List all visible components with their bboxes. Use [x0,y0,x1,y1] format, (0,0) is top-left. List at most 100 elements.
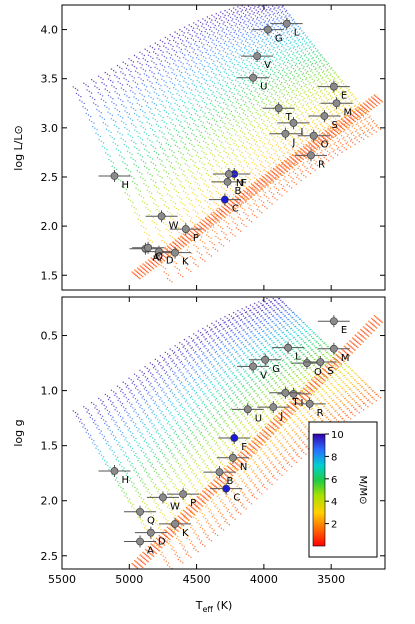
track-dot [242,202,245,204]
track-dot [272,80,274,83]
track-dot [166,61,169,64]
track-dot [225,44,228,46]
track-dot [144,231,146,233]
track-dot [155,261,158,264]
track-dot [124,127,126,129]
track-dot [269,143,272,146]
track-dot [181,137,183,139]
track-dot [321,83,323,85]
track-dot [177,108,180,110]
track-dot [295,58,297,60]
track-dot [160,74,162,76]
track-dot [319,65,321,68]
track-dot [193,97,195,100]
track-dot [177,535,179,538]
track-dot [223,188,225,190]
track-dot [232,489,234,491]
track-dot [299,447,301,450]
track-dot [301,58,304,60]
track-dot [208,511,210,513]
track-dot [169,279,171,281]
track-dot [181,42,183,45]
star-point-m: M [320,97,353,118]
track-dot [239,161,241,163]
track-dot [182,111,184,114]
track-dot [266,465,268,467]
track-dot [306,445,308,447]
track-dot [241,9,243,11]
track-dot [276,51,279,54]
track-dot [185,92,188,95]
track-dot [312,52,314,54]
track-dot [197,71,200,73]
track-dot [184,163,186,165]
track-dot [225,61,228,63]
track-dot [210,26,212,29]
track-dot [137,189,139,191]
track-dot [190,187,193,189]
track-dot [268,177,271,179]
track-dot [233,36,235,39]
track-dot [159,146,162,148]
track-dot [306,167,308,169]
track-dot [274,173,276,175]
track-dot [244,157,246,159]
track-dot [177,558,180,561]
track-dot [107,78,110,80]
track-dot [243,122,245,125]
track-dot [223,517,225,519]
track-dot [178,238,181,241]
track-dot [161,64,164,67]
track-dot [372,126,374,129]
track-dot [169,566,171,568]
track-dot [342,98,345,101]
track-dot [353,400,356,402]
track-dot [264,182,267,184]
track-dot [276,142,279,144]
track-dot [161,160,163,162]
track-dot [270,95,272,98]
track-dot [164,95,166,98]
track-dot [280,160,282,162]
track-dot [193,145,195,148]
track-dot [225,18,227,20]
track-dot [325,97,327,99]
track-dot [279,125,281,127]
track-dot [372,390,375,392]
track-dot [358,135,360,137]
track-dot [211,19,213,21]
track-dot [318,146,321,149]
track-dot [206,84,209,86]
track-dot [198,184,201,187]
track-dot [297,174,299,176]
track-dot [147,54,150,56]
track-dot [205,57,207,59]
track-dot [193,229,196,232]
track-dot [209,509,212,511]
track-dot [118,77,120,80]
track-dot [280,66,282,69]
track-dot [296,454,298,456]
track-dot [142,79,144,82]
track-dot [269,43,271,46]
track-dot [199,526,202,529]
track-dot [304,147,306,149]
track-dot [268,152,270,154]
track-dot [109,75,111,77]
track-dot [217,237,219,239]
track-dot [318,52,320,54]
star-label: O [321,140,329,151]
track-dot [242,503,244,505]
track-dot [221,230,223,233]
track-dot [170,199,172,202]
track-dot [99,93,102,96]
track-dot [298,129,300,131]
track-dot [190,252,193,254]
track-dot [211,242,213,244]
track-dot [358,390,361,393]
track-dot [263,42,265,44]
track-dot [228,157,231,160]
track-dot [138,104,141,106]
track-dot [362,132,365,135]
track-dot [257,206,260,208]
